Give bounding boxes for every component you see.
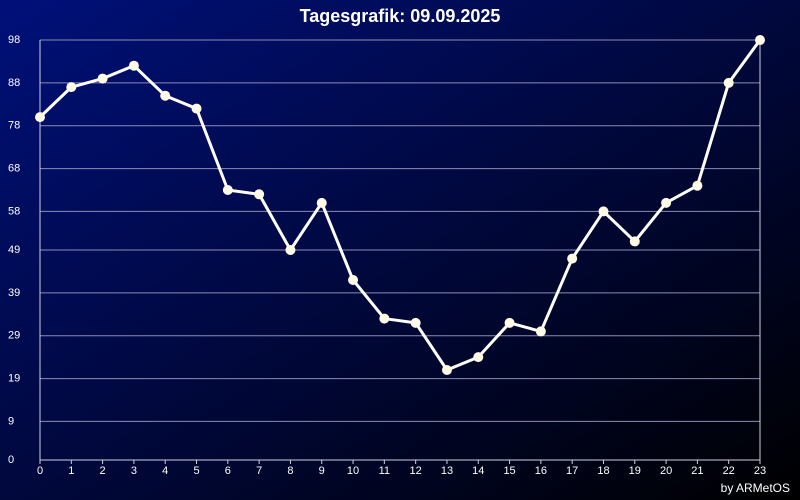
data-line (38, 39, 762, 372)
x-tick-label: 14 (472, 465, 484, 477)
data-point (598, 206, 609, 217)
x-tick-label: 2 (100, 465, 106, 477)
data-point (66, 82, 77, 93)
y-tick-label: 29 (8, 330, 20, 342)
data-point (755, 35, 765, 45)
x-tick-label: 21 (691, 465, 703, 477)
y-tick-label: 39 (8, 287, 20, 299)
data-point (348, 275, 359, 285)
x-tick-label: 4 (162, 465, 168, 477)
data-point (160, 90, 171, 101)
x-tick-label: 1 (68, 465, 74, 477)
x-tick-label: 17 (566, 465, 578, 477)
y-tick-label: 88 (8, 77, 20, 89)
data-point (285, 245, 296, 255)
x-tick-label: 13 (441, 465, 453, 477)
data-point (254, 189, 265, 200)
data-point (35, 112, 45, 123)
chart-title: Tagesgrafik: 09.09.2025 (300, 6, 501, 26)
x-tick-label: 16 (535, 465, 547, 477)
x-tick-label: 18 (597, 465, 609, 477)
y-tick-label: 9 (8, 415, 14, 427)
data-point (692, 180, 703, 191)
y-tick-label: 58 (8, 205, 20, 217)
data-point (473, 352, 484, 363)
data-point (410, 317, 421, 328)
x-tick-label: 8 (287, 465, 293, 477)
data-point (191, 103, 202, 114)
y-tick-label: 19 (8, 372, 20, 384)
x-tick-label: 9 (319, 465, 325, 477)
x-tick-label: 22 (723, 465, 735, 477)
data-point (504, 317, 515, 328)
x-tick-label: 10 (347, 465, 359, 477)
x-tick-label: 23 (754, 465, 766, 477)
data-point (128, 60, 139, 71)
y-tick-label: 78 (8, 120, 20, 132)
x-tick-label: 5 (193, 465, 199, 477)
data-point (629, 236, 640, 247)
data-point (567, 253, 578, 264)
data-point (723, 77, 734, 88)
data-point (222, 185, 233, 195)
data-point (97, 73, 108, 84)
x-tick-label: 20 (660, 465, 672, 477)
x-tick-label: 15 (503, 465, 515, 477)
x-tick-label: 3 (131, 465, 137, 477)
credit: by ARMetOS (721, 481, 790, 495)
y-tick-label: 49 (8, 244, 20, 256)
x-tick-label: 11 (379, 465, 390, 477)
x-tick-label: 7 (256, 465, 262, 477)
y-tick-label: 98 (8, 34, 20, 46)
x-tick-label: 12 (410, 465, 422, 477)
data-point (535, 326, 546, 337)
y-tick-label: 0 (8, 454, 14, 466)
x-tick-label: 6 (225, 465, 231, 477)
x-tick-label: 0 (37, 465, 43, 477)
data-point (661, 197, 672, 208)
x-tick-label: 19 (629, 465, 641, 477)
data-point (441, 365, 452, 375)
data-point (379, 313, 390, 324)
data-point (316, 197, 327, 208)
y-tick-label: 68 (8, 162, 20, 174)
